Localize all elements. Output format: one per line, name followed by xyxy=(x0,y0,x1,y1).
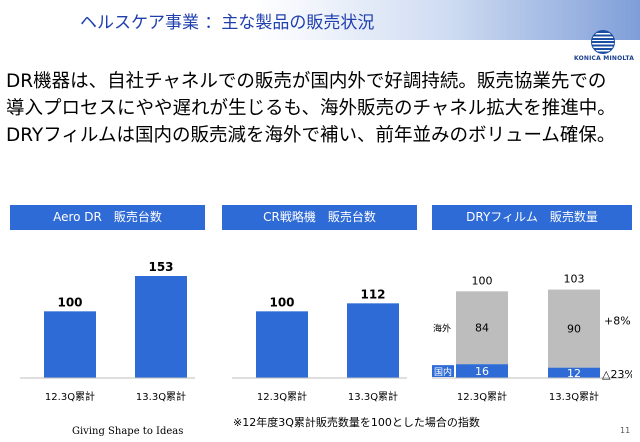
chart-aero-dr: Aero DR 販売台数 100 12.3Q累計 153 13.3Q累計 xyxy=(10,205,205,410)
company-logo: KONICA MINOLTA xyxy=(574,30,635,62)
bar-segment-domestic xyxy=(548,367,600,378)
logo-text: KONICA MINOLTA xyxy=(574,55,635,62)
data-label: 16 xyxy=(475,365,489,378)
series-label: 海外 xyxy=(433,323,451,335)
bar-segment-overseas xyxy=(548,289,600,368)
total-label: 103 xyxy=(564,273,585,286)
bar xyxy=(135,276,187,378)
summary-line-1: DR機器は、自社チャネルでの販売が国内外で好調持続。販売協業先での xyxy=(6,71,607,92)
x-tick-label: 12.3Q累計 xyxy=(257,390,307,403)
page-title: ヘルスケア事業 ：主な製品の販売状況 xyxy=(80,13,375,33)
x-tick-label: 13.3Q累計 xyxy=(348,390,398,403)
series-label: 国内 xyxy=(434,366,452,378)
page-number: 11 xyxy=(620,426,631,435)
summary-line-3: DRYフィルムは国内の販売減を海外で補い、前年並みのボリューム確保。 xyxy=(6,125,616,146)
summary-line-2: 導入プロセスにやや遅れが生じるも、海外販売のチャネル拡大を推進中。 xyxy=(6,98,616,119)
header-bar xyxy=(0,0,640,40)
bar xyxy=(256,311,308,378)
data-label: 12 xyxy=(567,367,581,380)
bar-segment-domestic xyxy=(456,364,508,378)
x-tick-label: 13.3Q累計 xyxy=(549,390,599,403)
chart-cr: CR戦略機 販売台数 100 12.3Q累計 112 13.3Q累計 xyxy=(222,205,417,410)
change-label: △23% xyxy=(602,368,632,381)
bar xyxy=(347,303,399,378)
summary-text: DR機器は、自社チャネルでの販売が国内外で好調持続。販売協業先での 導入プロセス… xyxy=(6,68,636,149)
globe-logo-icon xyxy=(591,30,615,54)
chart-dry-film: DRYフィルム 販売数量 16 84 100 12.3Q累計 12 90 103 13.3Q累… xyxy=(432,205,632,410)
x-tick-label: 13.3Q累計 xyxy=(136,390,186,403)
tagline: Giving Shape to Ideas xyxy=(72,426,184,437)
bar xyxy=(44,311,96,378)
footnote: ※12年度3Q累計販売数量を100とした場合の指数 xyxy=(233,416,480,429)
data-label: 112 xyxy=(360,287,385,301)
data-label: 100 xyxy=(269,295,294,309)
bar-segment-overseas xyxy=(456,291,508,365)
chart-aero-dr-plot: 100 12.3Q累計 153 13.3Q累計 xyxy=(20,260,195,403)
change-label: +8% xyxy=(604,315,631,328)
chart-title: DRYフィルム 販売数量 xyxy=(432,205,632,230)
data-label: 84 xyxy=(475,322,489,335)
chart-title: CR戦略機 販売台数 xyxy=(222,205,417,230)
x-tick-label: 12.3Q累計 xyxy=(45,390,95,403)
data-label: 153 xyxy=(148,260,173,274)
data-label: 90 xyxy=(567,323,581,336)
chart-title: Aero DR 販売台数 xyxy=(10,205,205,230)
data-label: 100 xyxy=(57,295,82,309)
chart-cr-plot: 100 12.3Q累計 112 13.3Q累計 xyxy=(232,287,407,403)
total-label: 100 xyxy=(472,274,493,287)
series-label-bg xyxy=(432,365,454,377)
x-tick-label: 12.3Q累計 xyxy=(457,390,507,403)
